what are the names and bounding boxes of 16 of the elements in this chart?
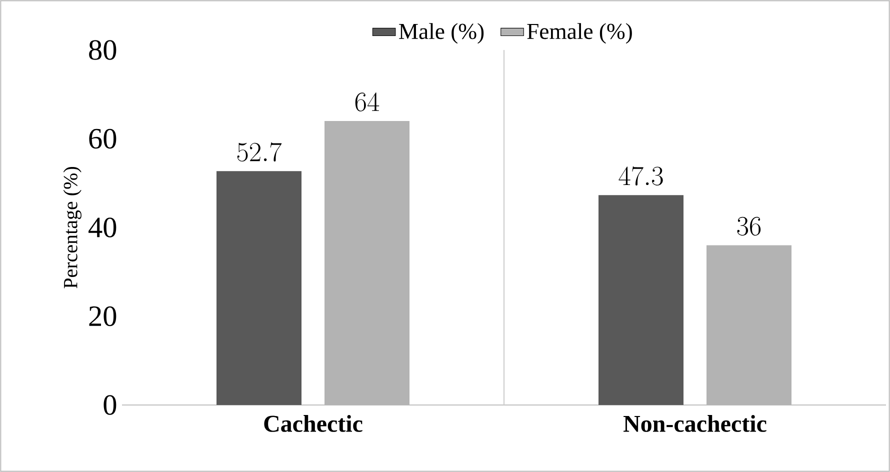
bar (598, 195, 684, 405)
data-label: 36 (737, 216, 761, 236)
legend-label: Male (%) (399, 23, 484, 44)
y-tick-label: 0 (104, 395, 116, 415)
y-tick-label: 60 (89, 128, 116, 149)
data-label: 47.3 (618, 166, 663, 186)
data-label: 64 (355, 92, 380, 112)
legend-label: Female (%) (527, 23, 632, 44)
y-tick-label: 40 (88, 218, 116, 238)
y-tick-label: 20 (89, 306, 116, 326)
x-tick-label: Cachectic (264, 415, 362, 432)
x-tick-label: Non-cachectic (623, 415, 766, 432)
y-axis-title: Percentage (%) (63, 167, 82, 288)
y-tick-label: 80 (89, 40, 116, 60)
data-label: 52.7 (237, 142, 282, 162)
bar (216, 171, 302, 405)
